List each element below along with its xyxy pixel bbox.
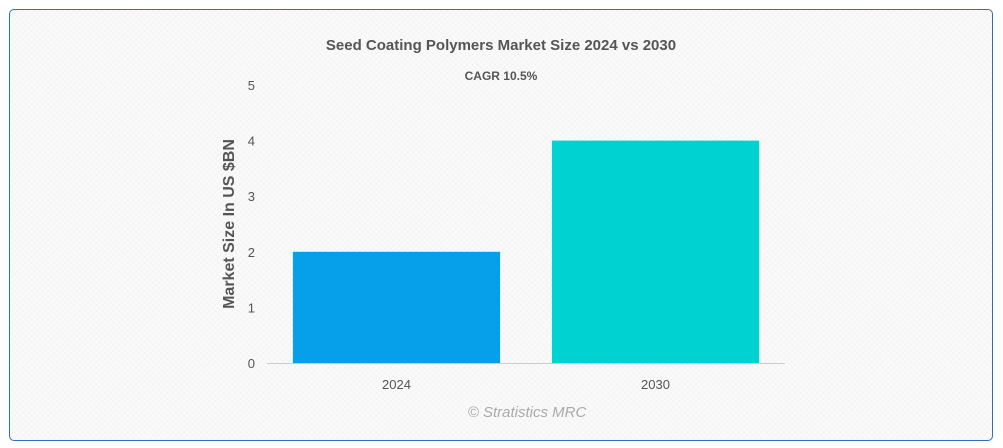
y-tick-label: 4 <box>248 134 255 149</box>
y-axis-ticks: 0 1 2 3 4 5 <box>248 78 255 371</box>
x-axis-ticks: 2024 2030 <box>382 377 670 392</box>
credit-text: © Stratistics MRC <box>468 404 587 421</box>
y-tick-label: 5 <box>248 78 255 93</box>
y-tick-label: 0 <box>248 356 255 371</box>
x-tick-label: 2024 <box>382 377 411 392</box>
bar-2024[interactable] <box>292 251 501 363</box>
x-tick-label: 2030 <box>641 377 670 392</box>
chart-title: Seed Coating Polymers Market Size 2024 v… <box>326 37 676 54</box>
chart-subtitle: CAGR 10.5% <box>465 69 538 83</box>
y-tick-label: 3 <box>248 189 255 204</box>
y-axis-label: Market Size In US $BN <box>221 139 238 309</box>
y-tick-label: 2 <box>248 245 255 260</box>
y-tick-label: 1 <box>248 300 255 315</box>
chart-frame <box>9 9 993 441</box>
bars-group <box>292 140 760 363</box>
bar-2030[interactable] <box>551 140 760 363</box>
